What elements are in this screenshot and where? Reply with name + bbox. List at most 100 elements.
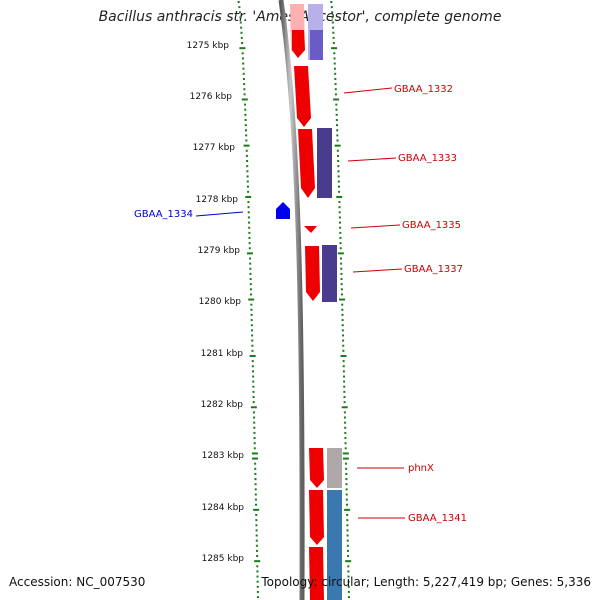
minor-tick: [245, 139, 248, 142]
minor-tick: [337, 170, 340, 173]
minor-tick: [342, 365, 345, 368]
gene-label[interactable]: GBAA_1341: [408, 513, 467, 524]
tick-label: 1282 kbp: [201, 400, 244, 410]
minor-tick: [345, 467, 348, 470]
minor-tick: [254, 498, 257, 501]
minor-tick: [339, 242, 342, 245]
tick-label: 1284 kbp: [202, 503, 245, 513]
minor-tick: [252, 411, 255, 414]
reverse-gene-arrow[interactable]: [276, 202, 290, 219]
minor-tick: [341, 334, 344, 337]
minor-tick: [243, 88, 246, 91]
minor-tick: [250, 308, 253, 311]
major-tick: [342, 457, 349, 460]
leader-line: [352, 268, 403, 273]
minor-tick: [340, 293, 343, 296]
minor-tick: [248, 226, 251, 229]
gene-arrow[interactable]: [309, 547, 324, 600]
gene-label[interactable]: phnX: [408, 463, 434, 474]
cds-box[interactable]: [317, 128, 332, 198]
minor-tick: [246, 180, 249, 183]
minor-tick: [248, 231, 251, 234]
cds-box[interactable]: [327, 490, 342, 600]
minor-tick: [344, 442, 347, 445]
minor-tick: [341, 324, 344, 327]
minor-tick: [240, 26, 243, 29]
minor-tick: [246, 165, 249, 168]
minor-tick: [337, 180, 340, 183]
minor-tick: [242, 72, 245, 75]
minor-tick: [337, 165, 340, 168]
minor-tick: [333, 57, 336, 60]
minor-tick: [246, 160, 249, 163]
tick-label: 1277 kbp: [193, 143, 236, 153]
minor-tick: [241, 52, 244, 55]
major-tick: [241, 98, 248, 101]
gene-label[interactable]: GBAA_1332: [394, 84, 453, 95]
minor-tick: [335, 113, 338, 116]
minor-tick: [338, 201, 341, 204]
minor-tick: [251, 344, 254, 347]
minor-tick: [256, 570, 259, 573]
minor-tick: [345, 498, 348, 501]
cds-box[interactable]: [322, 245, 337, 302]
minor-tick: [248, 242, 251, 245]
minor-tick: [339, 257, 342, 260]
minor-tick: [248, 236, 251, 239]
minor-tick: [336, 134, 339, 137]
minor-tick: [347, 590, 350, 593]
minor-tick: [254, 472, 257, 475]
minor-tick: [244, 129, 247, 132]
minor-tick: [241, 57, 244, 60]
minor-tick: [334, 72, 337, 75]
gene-arrow[interactable]: [309, 448, 324, 488]
gene-arrow[interactable]: [304, 226, 317, 233]
minor-tick: [335, 103, 338, 106]
gene-label[interactable]: GBAA_1334: [134, 209, 193, 220]
cds-box[interactable]: [327, 448, 342, 488]
minor-tick: [347, 555, 350, 558]
minor-tick: [253, 447, 256, 450]
minor-tick: [337, 185, 340, 188]
minor-tick: [237, 1, 240, 3]
minor-tick: [240, 31, 243, 34]
gene-arrow[interactable]: [298, 129, 315, 198]
gene-label[interactable]: GBAA_1333: [398, 153, 457, 164]
minor-tick: [244, 103, 247, 106]
gene-arrow[interactable]: [309, 490, 324, 545]
gene-label[interactable]: GBAA_1335: [402, 220, 461, 231]
gene-arrow[interactable]: [292, 30, 305, 58]
minor-tick: [341, 329, 344, 332]
minor-tick: [336, 139, 339, 142]
cds-box[interactable]: [310, 30, 323, 60]
minor-tick: [340, 272, 343, 275]
gene-arrow[interactable]: [305, 246, 320, 301]
minor-tick: [346, 519, 349, 522]
minor-tick: [253, 421, 256, 424]
minor-tick: [333, 67, 336, 70]
minor-tick: [251, 334, 254, 337]
major-tick: [342, 452, 349, 455]
minor-tick: [249, 272, 252, 275]
minor-tick: [256, 580, 259, 583]
minor-tick: [247, 206, 250, 209]
minor-tick: [342, 349, 345, 352]
minor-tick: [238, 6, 241, 9]
gene-arrow[interactable]: [294, 66, 311, 127]
minor-tick: [345, 503, 348, 506]
gene-label[interactable]: GBAA_1337: [404, 264, 463, 275]
minor-tick: [342, 360, 345, 363]
minor-tick: [339, 236, 342, 239]
minor-tick: [255, 544, 258, 547]
minor-tick: [343, 396, 346, 399]
minor-tick: [249, 288, 252, 291]
minor-tick: [250, 329, 253, 332]
minor-tick: [347, 585, 350, 588]
minor-tick: [347, 565, 350, 568]
minor-tick: [253, 431, 256, 434]
major-tick: [245, 195, 252, 198]
minor-tick: [244, 118, 247, 121]
minor-tick: [345, 462, 348, 465]
minor-tick: [239, 21, 242, 24]
